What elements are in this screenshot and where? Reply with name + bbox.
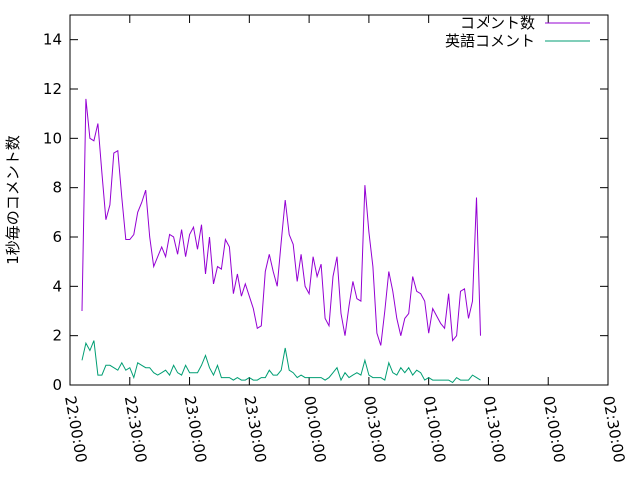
x-tick-label: 00:30:00 <box>360 395 389 464</box>
y-axis-label: 1秒毎のコメント数 <box>4 135 22 265</box>
legend-label: コメント数 <box>460 14 535 32</box>
y-tick-label: 8 <box>52 179 62 197</box>
y-tick-label: 12 <box>43 80 62 98</box>
y-tick-label: 4 <box>52 277 62 295</box>
x-tick-label: 23:00:00 <box>181 395 210 464</box>
x-tick-label: 02:00:00 <box>539 395 568 464</box>
y-tick-label: 14 <box>43 31 62 49</box>
x-tick-label: 01:30:00 <box>480 395 509 464</box>
legend-label: 英語コメント <box>445 32 535 50</box>
x-tick-label: 22:00:00 <box>61 395 90 464</box>
x-axis: 22:00:00 22:30:00 23:00:00 23:30:00 00:00:00… <box>61 15 628 464</box>
y-tick-label: 2 <box>52 327 62 345</box>
x-tick-label: 02:30:00 <box>599 395 628 464</box>
series-line-1 <box>81 340 481 384</box>
y-tick-label: 10 <box>43 129 62 147</box>
x-tick-label: 00:00:00 <box>300 395 329 464</box>
series-group <box>81 98 481 384</box>
x-tick-label: 23:30:00 <box>240 395 269 464</box>
series-line-0 <box>81 98 481 346</box>
y-tick-label: 0 <box>52 376 62 394</box>
y-axis: 0 2 4 6 8 10 12 14 <box>43 31 608 394</box>
x-tick-label: 01:00:00 <box>420 395 449 464</box>
x-tick-label: 22:30:00 <box>121 395 150 464</box>
plot-frame <box>69 14 609 386</box>
y-tick-label: 6 <box>52 228 62 246</box>
